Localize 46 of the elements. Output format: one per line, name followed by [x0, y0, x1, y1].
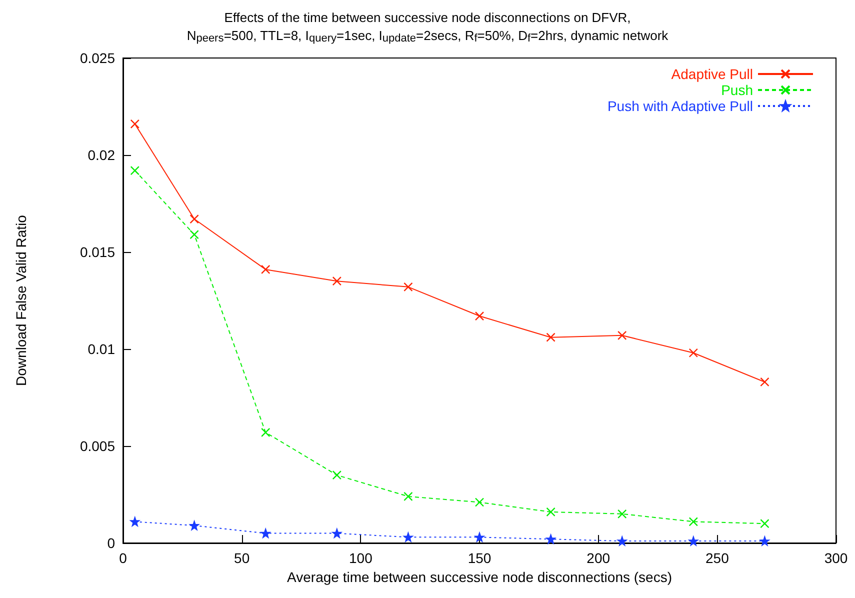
y-tick-label: 0.01: [88, 341, 116, 357]
point: [130, 119, 140, 129]
point: [760, 377, 770, 387]
y-tick-label: 0.025: [80, 50, 116, 66]
x-tick-label: 300: [824, 550, 848, 566]
x-tick-label: 50: [234, 550, 250, 566]
point: [261, 428, 270, 438]
point: [618, 330, 627, 340]
y-tick-label: 0.005: [80, 438, 116, 454]
y-tick-label: 0: [107, 535, 116, 551]
point: [474, 532, 484, 542]
point: [618, 536, 627, 546]
point: [760, 536, 770, 546]
point: [546, 332, 556, 342]
x-tick-label: 0: [119, 550, 128, 566]
x-tick-label: 150: [468, 550, 492, 566]
x-tick-label: 250: [705, 550, 730, 566]
y-tick-label: 0.02: [88, 147, 116, 163]
x-tick-label: 200: [586, 550, 610, 566]
y-tick-label: 0.015: [80, 244, 116, 260]
x-axis-title: Average time between successive node disconnections (secs): [287, 568, 672, 585]
y-axis-title: Download False Valid Ratio: [13, 214, 29, 386]
point: [474, 311, 484, 321]
chart-title: Effects of the time between successive node disconnections on DFVR,: [224, 10, 631, 25]
point: [618, 509, 627, 518]
point: [760, 519, 770, 528]
legend-label: Push with Adaptive Pull: [607, 98, 753, 114]
point: [190, 520, 199, 530]
point: [190, 230, 199, 240]
point: [688, 536, 698, 546]
point: [474, 498, 484, 507]
point: [332, 276, 342, 286]
point: [688, 348, 698, 358]
x-tick-label: 100: [348, 550, 373, 566]
point: [190, 214, 199, 224]
point: [404, 282, 413, 292]
point: [404, 492, 413, 502]
point: [261, 264, 270, 274]
legend-label: Adaptive Pull: [671, 66, 753, 82]
point: [261, 528, 270, 538]
legend-label: Push: [721, 82, 753, 98]
point: [546, 507, 556, 517]
point: [332, 528, 342, 538]
point: [332, 470, 342, 480]
point: [130, 166, 140, 176]
point: [688, 517, 698, 526]
